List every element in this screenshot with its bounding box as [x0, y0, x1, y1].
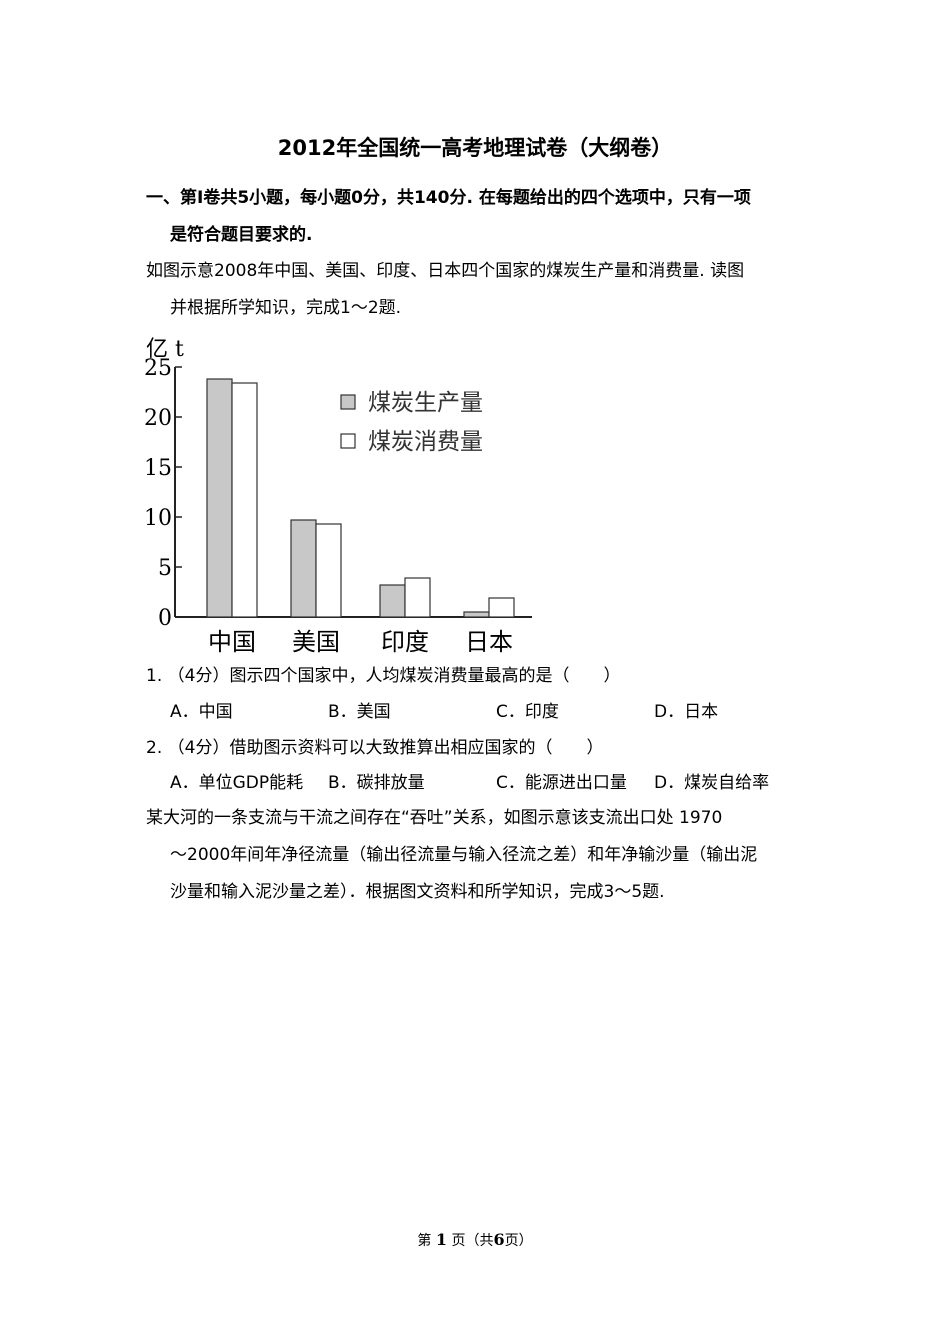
section-heading-cont: 是符合题目要求的. [170, 225, 313, 245]
bar-production [290, 519, 317, 618]
q1-option-c: C．印度 [496, 702, 559, 722]
intro-text-cont: 并根据所学知识，完成1～2题. [170, 298, 402, 318]
x-tick-label: 中国 [208, 628, 256, 656]
q1-option-a: A．中国 [170, 702, 233, 722]
legend-label: 煤炭消费量 [368, 429, 483, 455]
legend-swatch [340, 433, 356, 449]
page-footer: 第 1 页（共6页） [0, 1230, 950, 1251]
q2-option-d: D．煤炭自给率 [654, 773, 770, 793]
section-heading: 一、第I卷共5小题，每小题0分，共140分. 在每题给出的四个选项中，只有一项 [146, 188, 751, 208]
bar-production [463, 611, 490, 618]
q1-option-b: B．美国 [328, 702, 391, 722]
bar-production [379, 584, 406, 618]
bar-consumption [231, 382, 258, 618]
q2-option-b: B．碳排放量 [328, 773, 425, 793]
question-2-stem: 2. （4分）借助图示资料可以大致推算出相应国家的（ ） [146, 738, 604, 758]
legend-swatch [340, 394, 356, 410]
y-tick-label: 25 [144, 356, 172, 381]
footer-prefix: 第 [417, 1233, 432, 1249]
footer-page-number: 1 [435, 1230, 447, 1249]
legend-label: 煤炭生产量 [368, 390, 483, 416]
y-tick-label: 5 [158, 556, 172, 581]
y-tick-label: 15 [144, 456, 172, 481]
bar-consumption [315, 523, 342, 618]
bar-production [206, 378, 233, 618]
intro-text: 如图示意2008年中国、美国、印度、日本四个国家的煤炭生产量和消费量. 读图 [146, 261, 745, 281]
intro2-text: 某大河的一条支流与干流之间存在“吞吐”关系，如图示意该支流出口处 1970 [146, 808, 723, 828]
y-tick-label: 0 [158, 606, 172, 631]
x-tick-label: 美国 [292, 628, 340, 656]
q2-option-a: A．单位GDP能耗 [170, 773, 304, 793]
x-tick-label: 日本 [465, 628, 513, 656]
footer-total-pages: 6 [493, 1230, 505, 1249]
question-1-stem: 1. （4分）图示四个国家中，人均煤炭消费量最高的是（ ） [146, 666, 621, 686]
footer-suffix: 页） [504, 1233, 533, 1249]
q2-option-c: C．能源进出口量 [496, 773, 627, 793]
footer-middle: 页（共 [451, 1233, 494, 1249]
y-axis-label: 亿 t [146, 337, 184, 362]
intro2-text-cont2: 沙量和输入泥沙量之差）．根据图文资料和所学知识，完成3～5题. [170, 882, 665, 902]
x-tick-label: 印度 [381, 628, 429, 656]
bar-consumption [404, 577, 431, 618]
y-tick-label: 10 [144, 506, 172, 531]
page-title: 2012年全国统一高考地理试卷（大纲卷） [277, 136, 673, 160]
intro2-text-cont1: ～2000年间年净径流量（输出径流量与输入径流之差）和年净输沙量（输出泥 [170, 845, 758, 865]
q1-option-d: D．日本 [654, 702, 719, 722]
bar-consumption [488, 597, 515, 618]
y-tick-label: 20 [144, 406, 172, 431]
